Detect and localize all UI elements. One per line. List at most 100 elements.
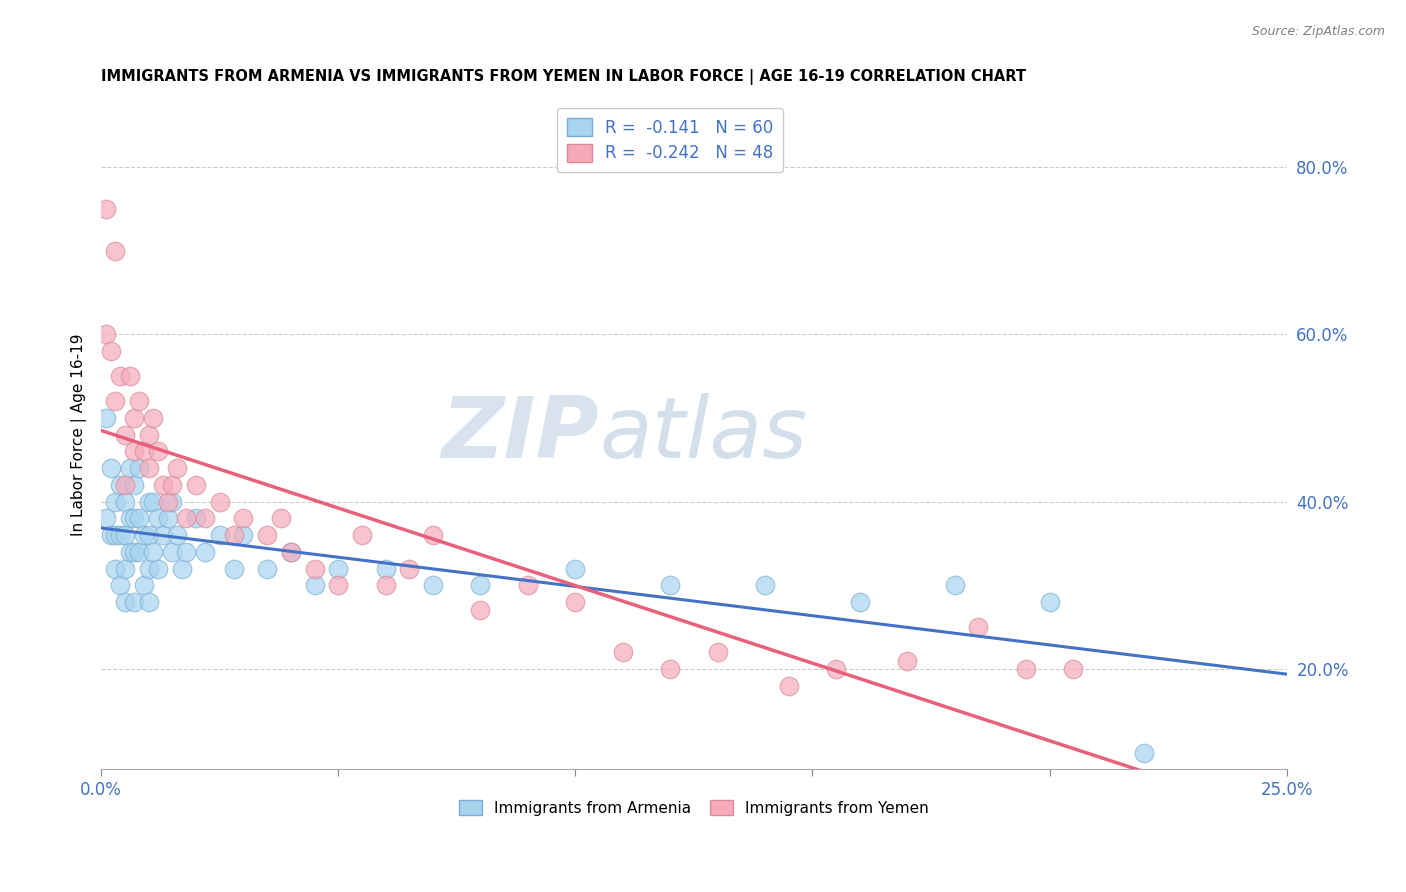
Point	[564, 595, 586, 609]
Point	[128, 511, 150, 525]
Point	[706, 645, 728, 659]
Point	[138, 595, 160, 609]
Point	[232, 511, 254, 525]
Point	[124, 410, 146, 425]
Point	[232, 528, 254, 542]
Point	[470, 603, 492, 617]
Point	[156, 494, 179, 508]
Point	[114, 427, 136, 442]
Point	[1133, 746, 1156, 760]
Point	[108, 369, 131, 384]
Point	[222, 528, 245, 542]
Point	[162, 545, 184, 559]
Point	[100, 461, 122, 475]
Point	[146, 561, 169, 575]
Point	[138, 461, 160, 475]
Point	[967, 620, 990, 634]
Point	[422, 528, 444, 542]
Point	[146, 444, 169, 458]
Point	[114, 561, 136, 575]
Point	[124, 511, 146, 525]
Point	[142, 410, 165, 425]
Point	[754, 578, 776, 592]
Point	[176, 545, 198, 559]
Point	[114, 478, 136, 492]
Point	[108, 578, 131, 592]
Point	[422, 578, 444, 592]
Point	[194, 545, 217, 559]
Point	[166, 461, 188, 475]
Point	[184, 511, 207, 525]
Point	[142, 494, 165, 508]
Point	[118, 511, 141, 525]
Point	[94, 202, 117, 216]
Point	[470, 578, 492, 592]
Point	[118, 369, 141, 384]
Y-axis label: In Labor Force | Age 16-19: In Labor Force | Age 16-19	[72, 334, 87, 536]
Point	[94, 410, 117, 425]
Point	[194, 511, 217, 525]
Point	[222, 561, 245, 575]
Point	[256, 528, 278, 542]
Point	[208, 494, 231, 508]
Point	[170, 561, 193, 575]
Point	[124, 595, 146, 609]
Point	[118, 545, 141, 559]
Point	[104, 244, 127, 258]
Point	[270, 511, 292, 525]
Point	[100, 343, 122, 358]
Text: IMMIGRANTS FROM ARMENIA VS IMMIGRANTS FROM YEMEN IN LABOR FORCE | AGE 16-19 CORR: IMMIGRANTS FROM ARMENIA VS IMMIGRANTS FR…	[101, 69, 1026, 85]
Point	[104, 528, 127, 542]
Point	[108, 478, 131, 492]
Point	[114, 494, 136, 508]
Legend: Immigrants from Armenia, Immigrants from Yemen: Immigrants from Armenia, Immigrants from…	[453, 794, 935, 822]
Point	[778, 679, 800, 693]
Point	[659, 578, 682, 592]
Point	[304, 561, 326, 575]
Point	[612, 645, 634, 659]
Point	[114, 528, 136, 542]
Point	[825, 662, 848, 676]
Point	[280, 545, 302, 559]
Point	[100, 528, 122, 542]
Point	[943, 578, 966, 592]
Point	[184, 478, 207, 492]
Point	[328, 561, 350, 575]
Point	[849, 595, 872, 609]
Point	[124, 444, 146, 458]
Point	[104, 561, 127, 575]
Text: ZIP: ZIP	[441, 393, 599, 476]
Point	[1062, 662, 1084, 676]
Point	[374, 578, 396, 592]
Point	[176, 511, 198, 525]
Point	[1038, 595, 1060, 609]
Point	[128, 394, 150, 409]
Point	[659, 662, 682, 676]
Point	[132, 444, 155, 458]
Point	[162, 478, 184, 492]
Point	[132, 578, 155, 592]
Point	[138, 427, 160, 442]
Point	[374, 561, 396, 575]
Point	[516, 578, 538, 592]
Point	[142, 545, 165, 559]
Point	[328, 578, 350, 592]
Point	[152, 478, 174, 492]
Text: Source: ZipAtlas.com: Source: ZipAtlas.com	[1251, 25, 1385, 38]
Point	[108, 528, 131, 542]
Point	[138, 528, 160, 542]
Point	[208, 528, 231, 542]
Point	[114, 595, 136, 609]
Point	[124, 478, 146, 492]
Point	[256, 561, 278, 575]
Point	[152, 528, 174, 542]
Point	[132, 528, 155, 542]
Point	[94, 511, 117, 525]
Point	[564, 561, 586, 575]
Point	[94, 327, 117, 342]
Point	[146, 511, 169, 525]
Text: atlas: atlas	[599, 393, 807, 476]
Point	[128, 545, 150, 559]
Point	[156, 511, 179, 525]
Point	[280, 545, 302, 559]
